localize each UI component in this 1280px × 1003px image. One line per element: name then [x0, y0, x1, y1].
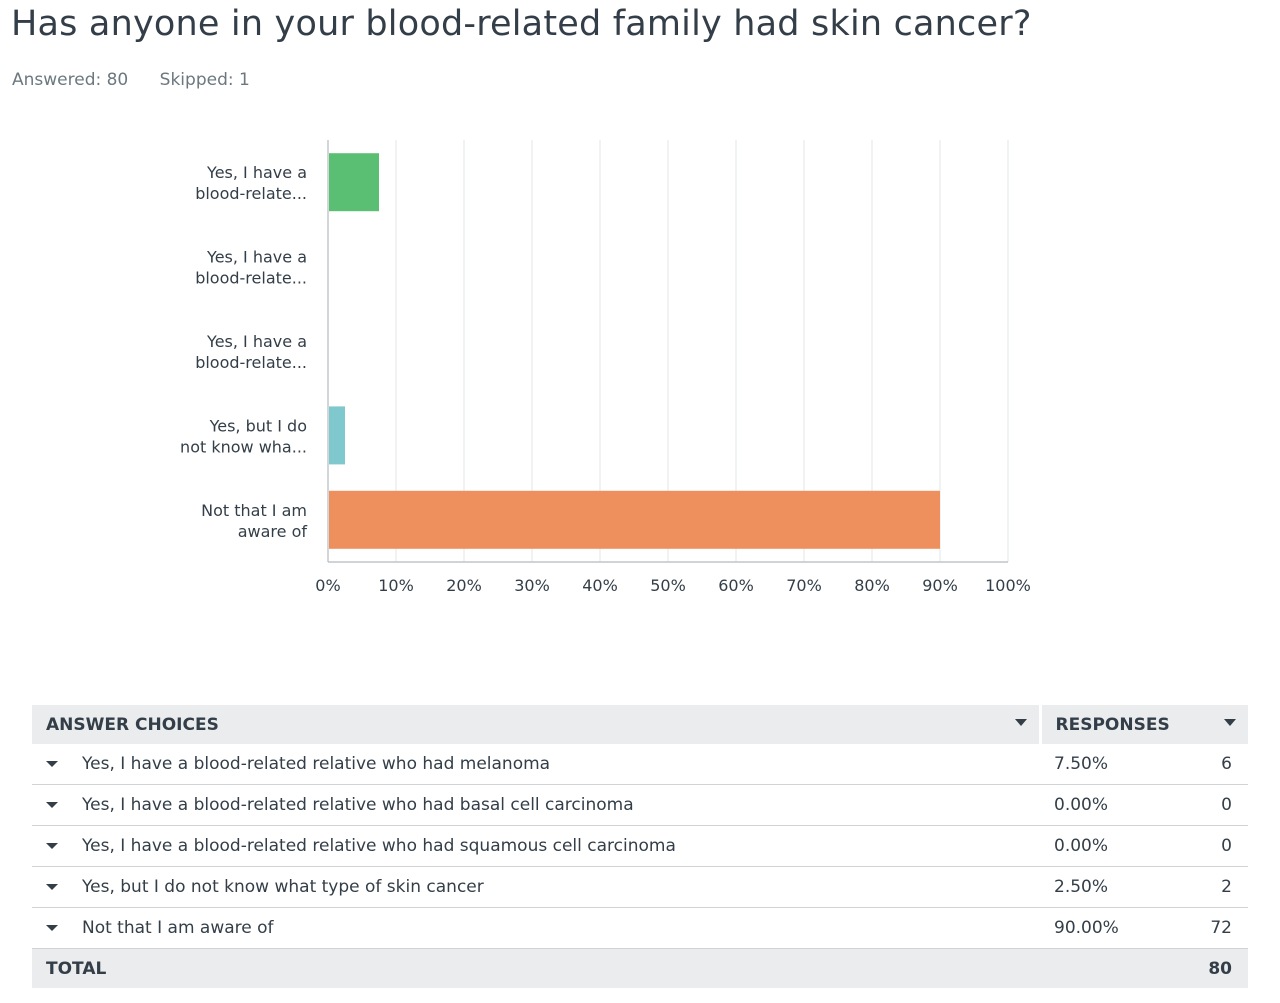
table-row: Yes, I have a blood-related relative who…: [32, 784, 1248, 826]
response-count: 72: [1178, 907, 1248, 949]
x-tick-label: 40%: [582, 576, 618, 595]
answered-count: Answered: 80: [12, 70, 129, 90]
category-label: Yes, I have a: [206, 248, 307, 267]
response-count: 6: [1178, 744, 1248, 785]
category-label: Yes, I have a: [206, 163, 307, 182]
x-tick-label: 0%: [315, 576, 340, 595]
response-percent: 7.50%: [1040, 744, 1178, 785]
x-tick-label: 80%: [854, 576, 890, 595]
answer-choice: Yes, I have a blood-related relative who…: [68, 825, 1040, 867]
table-header-row: ANSWER CHOICES RESPONSES: [32, 705, 1248, 744]
total-value: 80: [1178, 948, 1248, 988]
bar: [329, 153, 379, 212]
row-expand-toggle[interactable]: [32, 744, 68, 785]
caret-down-icon[interactable]: [46, 761, 58, 767]
answer-choices-header[interactable]: ANSWER CHOICES: [32, 705, 1042, 744]
answer-choice: Yes, I have a blood-related relative who…: [68, 784, 1040, 826]
bar: [329, 490, 940, 549]
sort-caret-icon[interactable]: [1014, 719, 1027, 726]
responses-header[interactable]: RESPONSES: [1040, 705, 1248, 744]
x-tick-label: 70%: [786, 576, 822, 595]
results-bar-chart: 0% 10% 20% 30% 40% 50% 60% 70% 80% 90% 100% Yes, I …: [180, 140, 1031, 595]
caret-down-icon[interactable]: [46, 884, 58, 890]
x-tick-label: 10%: [378, 576, 414, 595]
category-label: not know wha...: [180, 437, 307, 456]
category-label: blood-relate...: [195, 184, 307, 203]
answer-choices-header-label: ANSWER CHOICES: [46, 714, 219, 735]
total-row: TOTAL 80: [32, 948, 1248, 988]
x-tick-label: 90%: [922, 576, 958, 595]
answer-choice: Not that I am aware of: [68, 907, 1040, 949]
bar: [329, 406, 345, 465]
table-row: Yes, but I do not know what type of skin…: [32, 866, 1248, 908]
category-label: aware of: [238, 522, 308, 541]
caret-down-icon[interactable]: [46, 925, 58, 931]
x-tick-label: 30%: [514, 576, 550, 595]
category-label: Yes, but I do: [209, 416, 307, 435]
response-percent: 0.00%: [1040, 825, 1178, 867]
responses-header-label: RESPONSES: [1055, 714, 1170, 735]
response-stats: Answered: 80 Skipped: 1: [12, 70, 276, 90]
response-percent: 0.00%: [1040, 784, 1178, 826]
answer-choice: Yes, but I do not know what type of skin…: [68, 866, 1040, 908]
table-row: Yes, I have a blood-related relative who…: [32, 744, 1248, 785]
skipped-count: Skipped: 1: [159, 70, 250, 90]
x-tick-label: 20%: [446, 576, 482, 595]
results-table: ANSWER CHOICES RESPONSES Yes, I have a b…: [32, 705, 1248, 988]
response-count: 0: [1178, 825, 1248, 867]
response-percent: 2.50%: [1040, 866, 1178, 908]
category-label: blood-relate...: [195, 269, 307, 288]
response-count: 2: [1178, 866, 1248, 908]
caret-down-icon[interactable]: [46, 843, 58, 849]
table-row: Yes, I have a blood-related relative who…: [32, 825, 1248, 867]
sort-caret-icon[interactable]: [1224, 719, 1236, 726]
row-expand-toggle[interactable]: [32, 907, 68, 949]
x-tick-label: 100%: [985, 576, 1031, 595]
row-expand-toggle[interactable]: [32, 784, 68, 826]
x-tick-label: 50%: [650, 576, 686, 595]
table-row: Not that I am aware of 90.00% 72: [32, 907, 1248, 949]
category-label: blood-relate...: [195, 353, 307, 372]
x-tick-label: 60%: [718, 576, 754, 595]
category-label: Not that I am: [201, 501, 307, 520]
response-percent: 90.00%: [1040, 907, 1178, 949]
caret-down-icon[interactable]: [46, 802, 58, 808]
response-count: 0: [1178, 784, 1248, 826]
total-label: TOTAL: [32, 948, 1178, 988]
category-label: Yes, I have a: [206, 332, 307, 351]
row-expand-toggle[interactable]: [32, 825, 68, 867]
answer-choice: Yes, I have a blood-related relative who…: [68, 744, 1040, 785]
row-expand-toggle[interactable]: [32, 866, 68, 908]
question-title: Has anyone in your blood-related family …: [11, 4, 1032, 44]
